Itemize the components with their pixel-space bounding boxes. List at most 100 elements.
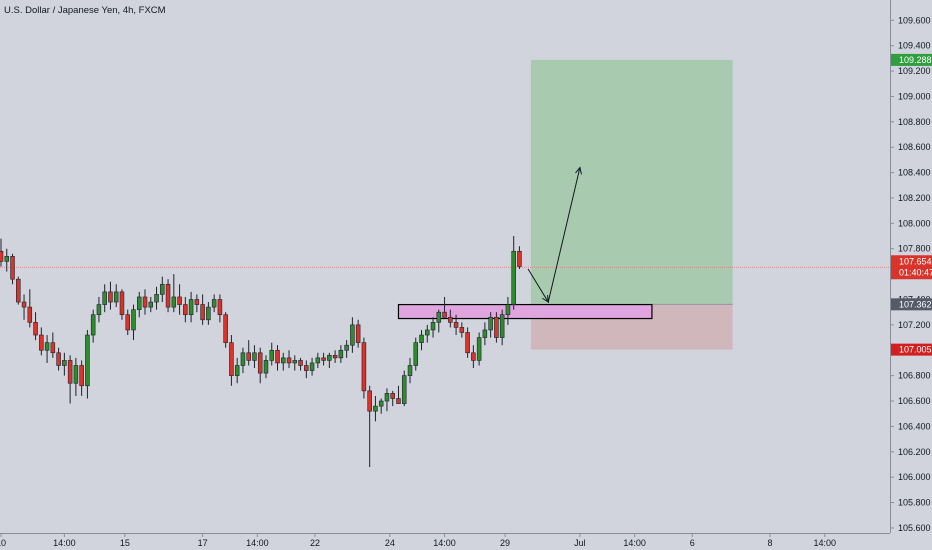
candle — [430, 317, 436, 338]
y-tick-label: 106.200 — [898, 447, 931, 457]
chart-title: U.S. Dollar / Japanese Yen, 4h, FXCM — [4, 5, 166, 16]
projection-arrow[interactable] — [527, 166, 582, 304]
candle — [286, 350, 292, 369]
candle-body — [298, 360, 303, 366]
candle — [125, 309, 130, 336]
candle-body — [384, 393, 390, 402]
y-tick-label: 109.000 — [898, 91, 931, 101]
candle — [0, 238, 4, 267]
candles — [0, 236, 522, 468]
entry-price-tag: 107.362 — [891, 298, 932, 311]
y-tick-label: 106.800 — [898, 371, 931, 381]
candle — [4, 248, 10, 272]
candle-body — [407, 365, 413, 376]
candle-body — [471, 352, 476, 361]
candle-body — [315, 357, 321, 364]
candle-body — [206, 306, 211, 321]
current-price-tag-label: 107.654 — [899, 256, 932, 266]
candle — [177, 284, 182, 315]
candle — [79, 360, 84, 396]
candle-body — [304, 365, 309, 371]
stop-price-tag-label: 107.005 — [899, 345, 932, 355]
y-tick-label: 108.000 — [898, 218, 931, 228]
candle — [298, 357, 303, 371]
candle — [350, 317, 355, 353]
candle-body — [160, 283, 165, 295]
candle — [407, 357, 413, 384]
y-tick-label: 108.800 — [898, 117, 931, 127]
candle — [62, 352, 67, 376]
candle — [73, 357, 79, 396]
candle-body — [50, 342, 56, 354]
candle — [50, 332, 56, 358]
candle-body — [211, 299, 217, 308]
x-tick-label: 14:00 — [53, 538, 76, 548]
candle-body — [499, 314, 505, 338]
candle — [373, 395, 378, 422]
y-tick-label: 107.800 — [898, 244, 931, 254]
candle — [263, 355, 269, 379]
y-tick-label: 106.000 — [898, 472, 931, 482]
candle-body — [108, 291, 113, 303]
candle-body — [263, 360, 269, 374]
candle — [229, 335, 234, 386]
candle — [194, 294, 200, 313]
candle-body — [33, 322, 38, 336]
candle-body — [27, 306, 33, 323]
candle-body — [85, 334, 90, 387]
candle-body — [177, 296, 182, 305]
candle — [171, 274, 177, 313]
x-tick-label: 6 — [690, 538, 695, 548]
candle — [413, 337, 419, 371]
candle — [154, 286, 159, 310]
candle — [344, 340, 349, 358]
candle-body — [332, 355, 338, 359]
candle — [257, 347, 263, 384]
candle — [425, 324, 430, 343]
current-price-tag-countdown: 01:40:47 — [899, 267, 932, 277]
candle-body — [73, 365, 79, 384]
candle — [16, 276, 21, 305]
candle-body — [419, 334, 424, 343]
target-price-tag-label: 109.288 — [899, 55, 932, 65]
candle — [465, 327, 470, 358]
candle-body — [257, 352, 263, 374]
candle-body — [269, 349, 275, 361]
candle-body — [62, 360, 67, 366]
candle-body — [119, 291, 125, 316]
x-tick-label: 14:00 — [246, 538, 269, 548]
candle-body — [401, 375, 407, 404]
candle — [108, 281, 113, 310]
candle-body — [10, 256, 15, 280]
candle — [136, 291, 142, 318]
candle-body — [505, 304, 511, 316]
y-tick-label: 108.400 — [898, 168, 931, 178]
candle — [494, 312, 499, 343]
y-tick-label: 105.800 — [898, 498, 931, 508]
candle — [361, 337, 367, 399]
candle — [292, 355, 298, 371]
candle-body — [21, 301, 27, 308]
x-tick-label: 14:00 — [813, 538, 836, 548]
candle-body — [223, 314, 228, 343]
candle — [142, 289, 148, 315]
candle — [396, 385, 401, 404]
x-tick-label: 29 — [500, 538, 510, 548]
candle — [448, 309, 453, 328]
candle-body — [459, 327, 465, 333]
candle — [327, 352, 332, 369]
candle — [85, 329, 90, 399]
time-axis[interactable]: 10 14:00 15 17 14:00 22 24 14:00 29 Jul 14:00 6 8 14:… — [0, 533, 836, 548]
candle-body — [125, 314, 130, 331]
support-zone[interactable] — [397, 303, 653, 320]
y-tick-label: 106.400 — [898, 421, 931, 431]
position-zones[interactable] — [530, 59, 733, 350]
candle — [459, 322, 465, 338]
candle-body — [367, 390, 372, 412]
candle — [21, 294, 27, 320]
stop-price-tag: 107.005 — [891, 343, 932, 356]
entry-price-tag-bg — [891, 298, 932, 311]
candle-body — [338, 349, 344, 359]
